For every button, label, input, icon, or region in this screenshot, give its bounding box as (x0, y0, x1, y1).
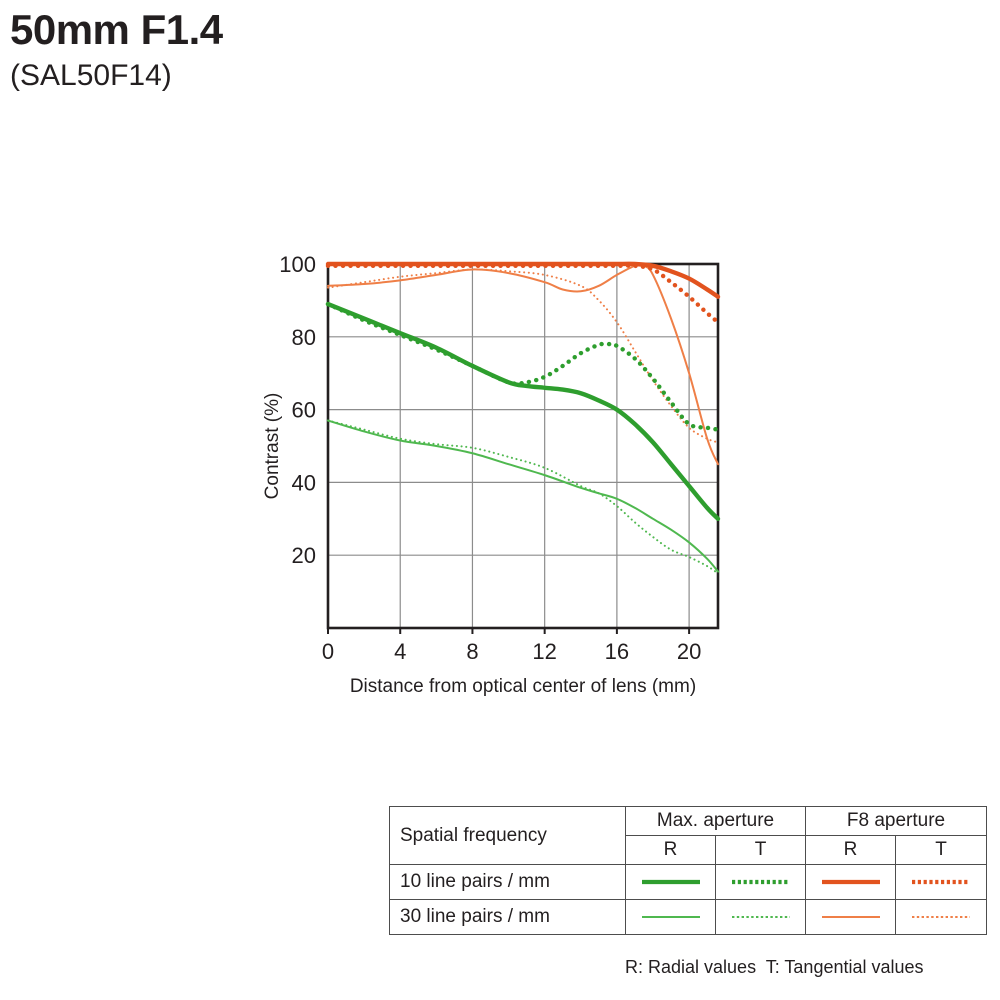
x-tick-label: 16 (605, 639, 629, 664)
chart-y-tick-labels: 20 40 60 80 100 (279, 252, 316, 568)
row-label-30lpmm: 30 line pairs / mm (389, 899, 626, 935)
line-swatch-dotted-orange-thin (912, 915, 971, 919)
table-row: 10 line pairs / mm (389, 864, 988, 900)
table-header-row-1: Spatial frequency Max. aperture F8 apert… (389, 806, 988, 865)
title-block: 50mm F1.4 (SAL50F14) (10, 6, 610, 94)
line-swatch-solid-orange-thin (821, 915, 880, 919)
x-tick-label: 0 (322, 639, 334, 664)
swatch-10-max-r (625, 864, 716, 900)
y-tick-label: 100 (279, 252, 316, 277)
swatch-30-max-r (625, 899, 716, 935)
chart-series-line (327, 419, 719, 575)
chart-series-line (325, 301, 721, 432)
x-tick-label: 8 (466, 639, 478, 664)
header-max-t: T (714, 835, 807, 865)
legend-footnote: R: Radial values T: Tangential values (625, 957, 924, 977)
chart-plot-frame (326, 262, 720, 630)
header-max-r: R (625, 835, 716, 865)
chart-series-line (327, 268, 719, 444)
line-swatch-solid-orange-thick (821, 879, 880, 885)
y-tick-label: 60 (292, 398, 316, 423)
header-f8-t: T (895, 835, 988, 865)
chart-series-line (325, 261, 721, 299)
y-axis-label: Contrast (%) (262, 393, 283, 500)
chart-series-line (327, 263, 719, 466)
lens-model-code: (SAL50F14) (10, 59, 172, 93)
chart-series-line (327, 419, 719, 573)
line-swatch-dotted-green-thin (731, 915, 790, 919)
chart-curves (325, 261, 721, 575)
swatch-30-f8-r (805, 899, 897, 935)
legend-table: Spatial frequency Max. aperture F8 apert… (389, 806, 988, 935)
chart-gridlines (328, 264, 718, 628)
y-tick-label: 80 (292, 325, 316, 350)
header-spatial-frequency: Spatial frequency (389, 806, 626, 865)
swatch-10-f8-t (895, 864, 988, 900)
line-swatch-solid-green-thin (641, 915, 700, 919)
row-label-10lpmm: 10 line pairs / mm (389, 864, 626, 900)
x-axis-label: Distance from optical center of lens (mm… (350, 676, 696, 697)
swatch-30-f8-t (895, 899, 988, 935)
chart-series-line (325, 263, 721, 325)
table-header-row-2: R T R T (390, 835, 988, 865)
y-tick-label: 40 (292, 470, 316, 495)
chart-x-tick-labels: 0 4 8 12 16 20 (322, 639, 701, 664)
x-tick-label: 12 (532, 639, 556, 664)
x-tick-label: 4 (394, 639, 406, 664)
chart-series-line (325, 301, 721, 521)
line-swatch-solid-green-thick (641, 879, 700, 885)
chart-axis-ticks (327, 628, 691, 634)
legend-table-container: Spatial frequency Max. aperture F8 apert… (389, 806, 988, 935)
swatch-10-f8-r (805, 864, 897, 900)
header-max-aperture: Max. aperture (624, 806, 807, 836)
line-swatch-dotted-orange-thick (912, 879, 971, 885)
page-title: 50mm F1.4 (10, 6, 223, 53)
x-tick-label: 20 (677, 639, 701, 664)
swatch-10-max-t (714, 864, 807, 900)
swatch-30-max-t (714, 899, 807, 935)
y-tick-label: 20 (292, 543, 316, 568)
line-swatch-dotted-green-thick (731, 879, 790, 885)
header-f8-r: R (805, 835, 897, 865)
table-row: 30 line pairs / mm (389, 899, 988, 935)
header-f8-aperture: F8 aperture (805, 806, 988, 836)
